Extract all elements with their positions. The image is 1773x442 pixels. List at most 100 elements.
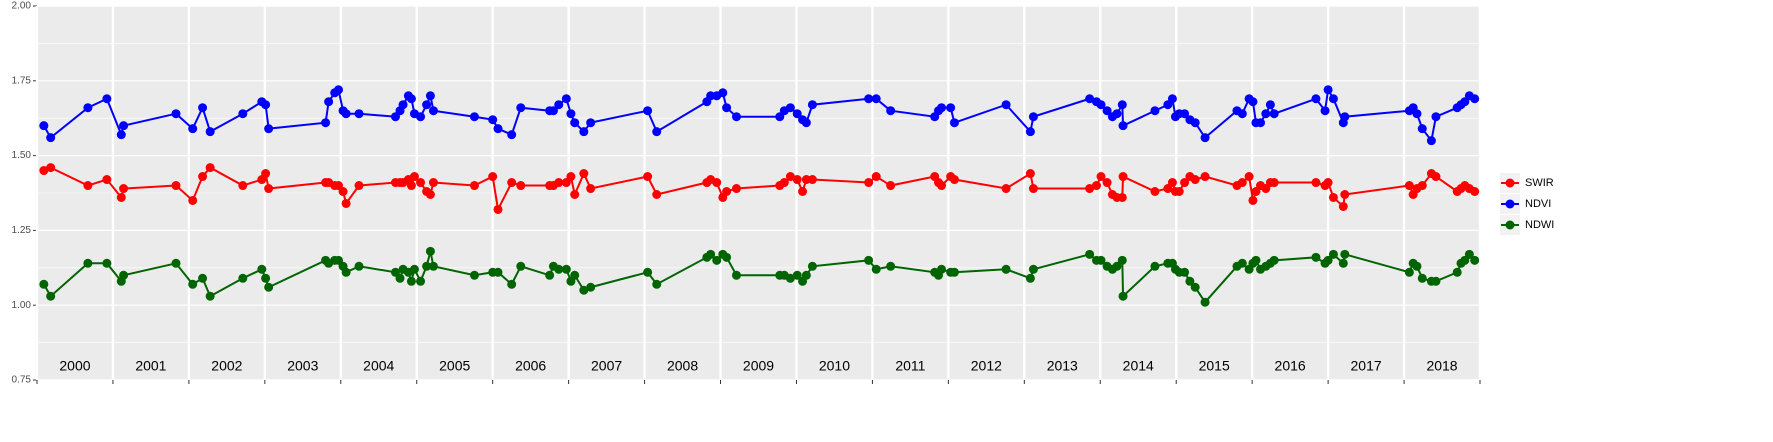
point (39, 166, 49, 176)
point (1028, 264, 1038, 274)
point (102, 175, 112, 185)
year-label: 2007 (591, 358, 622, 374)
point (722, 187, 732, 197)
point (1025, 169, 1035, 179)
year-label: 2017 (1351, 358, 1382, 374)
point (493, 124, 503, 134)
point (1117, 100, 1127, 110)
year-label: 2005 (439, 358, 470, 374)
point (264, 282, 274, 292)
point (554, 100, 564, 110)
point (119, 121, 129, 131)
point (1001, 264, 1011, 274)
point (1311, 94, 1321, 104)
point (83, 103, 93, 113)
point (1311, 178, 1321, 188)
point (579, 169, 589, 179)
point (354, 109, 364, 119)
y-tick-label: 0.75 (12, 375, 32, 386)
point (354, 181, 364, 191)
point (586, 282, 596, 292)
point (264, 124, 274, 134)
year-label: 2018 (1426, 358, 1457, 374)
point (864, 255, 874, 265)
point (1269, 178, 1279, 188)
point (1180, 109, 1190, 119)
point (238, 273, 248, 283)
point (116, 130, 126, 140)
point (1091, 181, 1101, 191)
point (1237, 109, 1247, 119)
point (469, 181, 479, 191)
point (46, 133, 56, 143)
point (949, 267, 959, 277)
legend-label: NDVI (1525, 198, 1551, 210)
point (1085, 94, 1095, 104)
point (643, 267, 653, 277)
point (205, 291, 215, 301)
point (488, 172, 498, 182)
point (324, 97, 334, 107)
point (488, 115, 498, 125)
point (507, 279, 517, 289)
point (261, 273, 271, 283)
point (554, 178, 564, 188)
point (652, 279, 662, 289)
point (338, 187, 348, 197)
point (807, 261, 817, 271)
point (1261, 109, 1271, 119)
point (198, 172, 208, 182)
point (949, 175, 959, 185)
point (779, 178, 789, 188)
point (652, 189, 662, 199)
point (1200, 172, 1210, 182)
point (398, 100, 408, 110)
point (886, 181, 896, 191)
point (792, 270, 802, 280)
point (586, 184, 596, 194)
point (712, 255, 722, 265)
y-tick-label: 1.25 (12, 225, 32, 236)
point (566, 109, 576, 119)
point (864, 94, 874, 104)
point (1118, 291, 1128, 301)
point (341, 198, 351, 208)
legend-label: SWIR (1525, 177, 1554, 189)
point (652, 127, 662, 137)
point (949, 118, 959, 128)
point (1340, 112, 1350, 122)
point (1464, 249, 1474, 259)
point (171, 181, 181, 191)
point (469, 270, 479, 280)
point (83, 181, 93, 191)
point (871, 172, 881, 182)
point (409, 172, 419, 182)
point (579, 127, 589, 137)
point (1118, 121, 1128, 131)
point (1025, 273, 1035, 283)
point (1431, 112, 1441, 122)
point (785, 273, 795, 283)
point (1096, 100, 1106, 110)
point (516, 181, 526, 191)
point (428, 106, 438, 116)
point (406, 276, 416, 286)
point (570, 270, 580, 280)
point (198, 273, 208, 283)
point (545, 270, 555, 280)
point (1102, 178, 1112, 188)
year-label: 2008 (667, 358, 698, 374)
point (1200, 133, 1210, 143)
point (507, 178, 517, 188)
year-label: 2011 (895, 358, 925, 374)
point (1174, 187, 1184, 197)
point (39, 121, 49, 131)
point (801, 118, 811, 128)
y-tick-label: 1.00 (12, 300, 32, 311)
point (1112, 109, 1122, 119)
point (722, 252, 732, 262)
point (1311, 252, 1321, 262)
point (785, 172, 795, 182)
point (1417, 273, 1427, 283)
